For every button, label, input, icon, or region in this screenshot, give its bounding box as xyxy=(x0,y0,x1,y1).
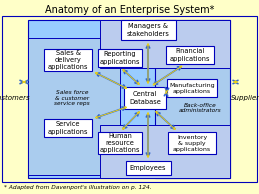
Text: Suppliers: Suppliers xyxy=(231,95,259,101)
Bar xyxy=(2,16,257,182)
Text: Reporting
applications: Reporting applications xyxy=(100,51,140,65)
Text: Back-office
administrators: Back-office administrators xyxy=(179,103,221,113)
Bar xyxy=(44,49,92,71)
Bar xyxy=(155,20,230,178)
Bar xyxy=(28,20,230,178)
Bar xyxy=(120,20,176,40)
Bar xyxy=(167,79,217,97)
Bar xyxy=(124,87,166,109)
Text: Central
Database: Central Database xyxy=(129,91,161,105)
Bar xyxy=(168,132,216,154)
Text: Manufacturing
applications: Manufacturing applications xyxy=(169,82,215,94)
Text: Anatomy of an Enterprise System*: Anatomy of an Enterprise System* xyxy=(45,5,215,15)
Bar xyxy=(98,132,142,154)
Bar xyxy=(28,38,120,175)
Bar xyxy=(100,20,230,68)
Text: * Adapted from Davenport's illustration on p. 124.: * Adapted from Davenport's illustration … xyxy=(4,185,152,191)
Text: Financial
applications: Financial applications xyxy=(170,48,210,62)
Text: Service
applications: Service applications xyxy=(48,121,88,135)
Text: Managers &
stakeholders: Managers & stakeholders xyxy=(127,23,169,37)
Text: Sales &
delivery
applications: Sales & delivery applications xyxy=(48,50,88,70)
Text: Customers: Customers xyxy=(0,95,31,101)
Text: Sales force
& customer
service reps: Sales force & customer service reps xyxy=(54,90,90,106)
Bar xyxy=(126,161,170,175)
Bar xyxy=(100,125,230,178)
Text: Human
resource
applications: Human resource applications xyxy=(100,133,140,153)
Bar xyxy=(98,49,142,67)
Text: Employees: Employees xyxy=(130,165,166,171)
Bar xyxy=(44,119,92,137)
Text: Inventory
& supply
applications: Inventory & supply applications xyxy=(173,134,211,152)
Bar xyxy=(166,46,214,64)
